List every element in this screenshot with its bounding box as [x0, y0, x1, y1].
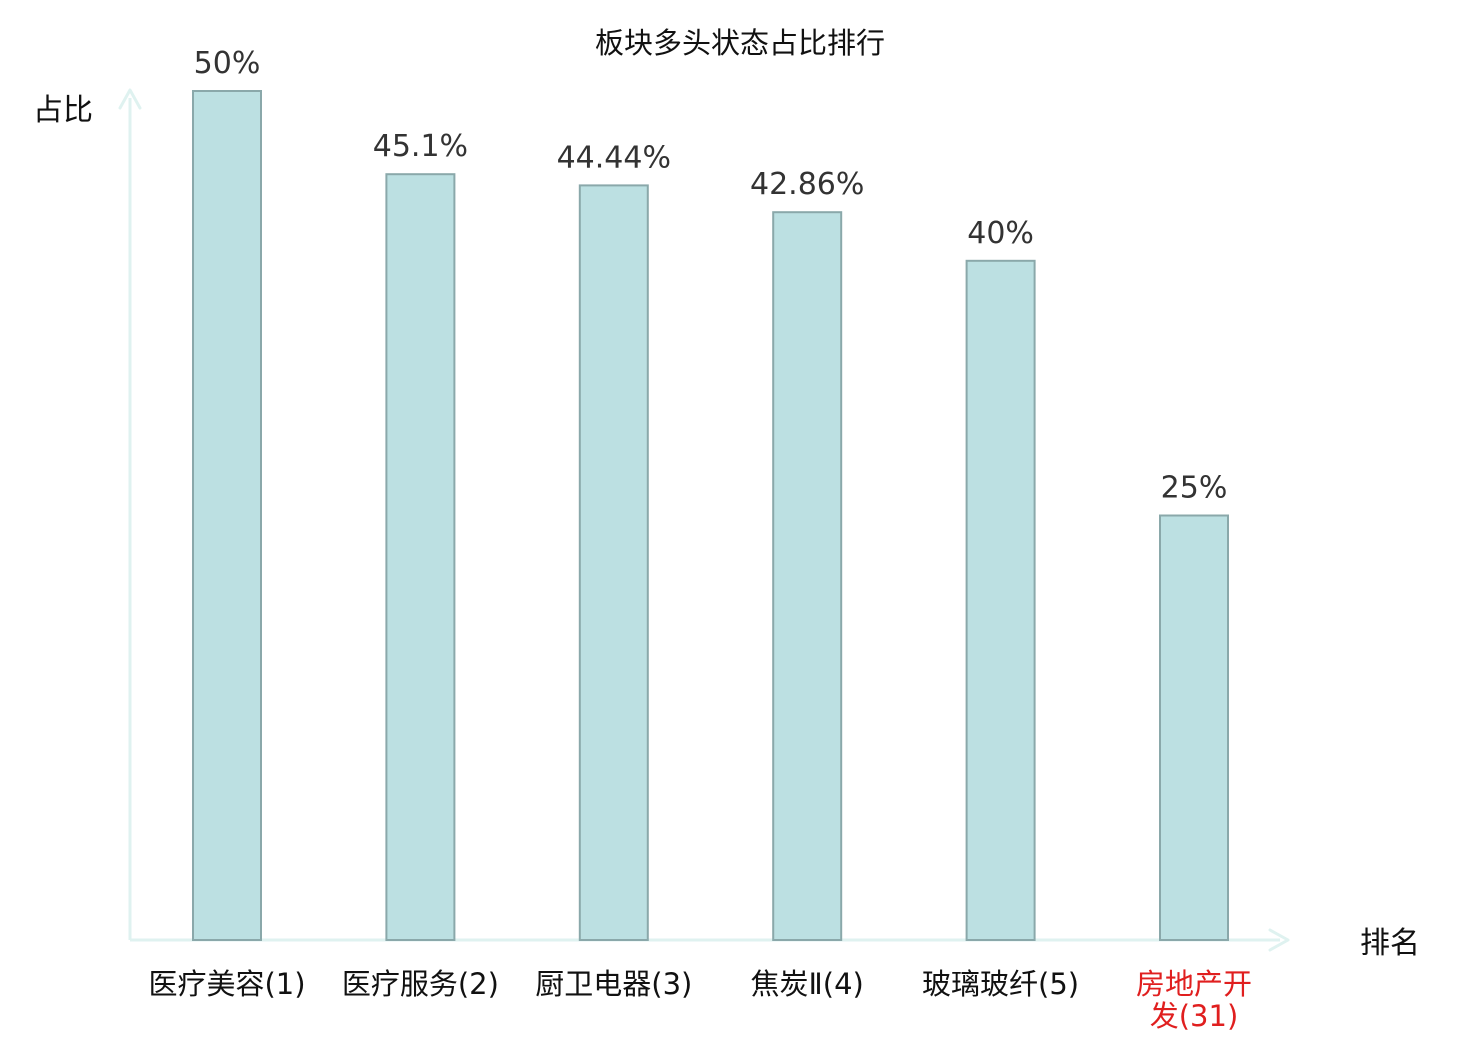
category-label-1-line-1: 医疗美容(1) [148, 967, 305, 1001]
y-axis-label: 占比 [33, 93, 93, 128]
category-label-4-line-1: 焦炭Ⅱ(4) [751, 967, 864, 1001]
x-axis-arrow [1268, 928, 1290, 952]
bar-3 [578, 184, 649, 941]
value-label-2: 45.1% [373, 129, 468, 164]
y-axis-arrow [118, 88, 142, 110]
bar-4 [772, 211, 843, 941]
chart-title: 板块多头状态占比排行 [595, 26, 885, 60]
category-label-6-line-2: 发(31) [1150, 999, 1239, 1033]
category-label-5-line-1: 玻璃玻纤(5) [922, 967, 1079, 1001]
bar-6 [1159, 514, 1229, 941]
bar-2 [385, 173, 456, 941]
bars-layer [192, 90, 1229, 941]
value-label-4: 42.86% [750, 167, 864, 202]
category-label-3-line-1: 厨卫电器(3) [535, 967, 692, 1001]
x-axis-label: 排名 [1360, 926, 1420, 961]
bar-1 [192, 90, 262, 941]
value-label-1: 50% [194, 46, 261, 81]
category-label-2-line-1: 医疗服务(2) [342, 967, 499, 1001]
value-label-5: 40% [967, 216, 1034, 251]
value-label-6: 25% [1161, 471, 1228, 506]
category-label-6-line-1: 房地产开 [1136, 967, 1252, 1001]
category-labels-layer: 医疗美容(1) 医疗服务(2) 厨卫电器(3) 焦炭Ⅱ(4) 玻璃玻纤(5) 房地产开发(… [148, 967, 1252, 1033]
value-labels-layer: 50% 45.1% 44.44% 42.86% 40% 25% [194, 46, 1228, 506]
bar-5 [965, 259, 1036, 941]
value-label-3: 44.44% [557, 140, 671, 175]
